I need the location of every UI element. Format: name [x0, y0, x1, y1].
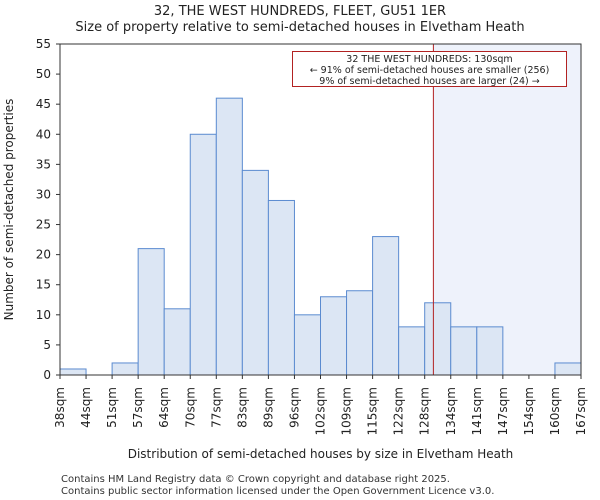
x-tick-label: 38sqm	[53, 387, 67, 428]
y-axis-label: Number of semi-detached properties	[2, 99, 16, 321]
larger-region-shade	[433, 44, 581, 375]
y-tick-label: 10	[36, 308, 51, 322]
x-tick-label: 102sqm	[314, 387, 328, 435]
x-tick-label: 83sqm	[235, 387, 249, 428]
y-tick-label: 0	[43, 368, 51, 382]
x-tick-label: 77sqm	[209, 387, 223, 428]
y-tick-label: 55	[36, 37, 51, 51]
annotation-line-3: 9% of semi-detached houses are larger (2…	[319, 76, 540, 87]
histogram-bar	[189, 133, 217, 376]
x-tick-label: 141sqm	[470, 387, 484, 435]
x-tick-label: 128sqm	[418, 387, 432, 435]
histogram-bar	[554, 362, 582, 376]
property-annotation: 32 THE WEST HUNDREDS: 130sqm ← 91% of se…	[292, 51, 567, 87]
annotation-line-1: 32 THE WEST HUNDREDS: 130sqm	[346, 54, 513, 65]
histogram-bar	[241, 169, 269, 376]
y-tick-label: 45	[36, 97, 51, 111]
y-tick-label: 20	[36, 248, 51, 262]
x-tick-label: 122sqm	[392, 387, 406, 435]
y-tick-label: 30	[36, 187, 51, 201]
x-tick-label: 160sqm	[548, 387, 562, 435]
histogram-bar	[346, 290, 374, 376]
y-tick-label: 50	[36, 67, 51, 81]
y-tick-label: 40	[36, 127, 51, 141]
x-tick-label: 96sqm	[287, 387, 301, 428]
y-tick-label: 25	[36, 218, 51, 232]
histogram-bar	[372, 236, 400, 376]
annotation-line-2: ← 91% of semi-detached houses are smalle…	[309, 65, 550, 76]
x-tick-label: 57sqm	[131, 387, 145, 428]
histogram-bar	[320, 296, 348, 376]
x-tick-label: 51sqm	[105, 387, 119, 428]
x-axis-label: Distribution of semi-detached houses by …	[128, 447, 514, 461]
x-tick-label: 70sqm	[183, 387, 197, 428]
x-tick-label: 44sqm	[79, 387, 93, 428]
x-tick-label: 109sqm	[340, 387, 354, 435]
x-tick-label: 147sqm	[496, 387, 510, 435]
chart-subtitle: Size of property relative to semi-detach…	[75, 20, 525, 35]
histogram-bar	[398, 326, 426, 376]
chart-title: 32, THE WEST HUNDREDS, FLEET, GU51 1ER	[153, 4, 447, 19]
y-tick-label: 5	[43, 338, 51, 352]
histogram-bar	[163, 308, 191, 376]
histogram-chart: 0 5 10 15 20 25 30 35 40 45 50 55 38sqm 44sqm 51sqm 57s…	[2, 37, 588, 461]
histogram-bar	[267, 199, 295, 376]
y-tick-label: 15	[36, 278, 51, 292]
x-tick-label: 64sqm	[157, 387, 171, 428]
histogram-bar	[215, 97, 243, 376]
x-tick-label: 115sqm	[366, 387, 380, 435]
x-tick-label: 167sqm	[574, 387, 588, 435]
histogram-bar	[450, 326, 478, 376]
histogram-bar	[293, 314, 322, 376]
histogram-bar	[476, 326, 504, 376]
footer-line-1: Contains HM Land Registry data © Crown c…	[61, 474, 450, 485]
footer-line-2: Contains public sector information licen…	[61, 486, 495, 497]
x-tick-label: 89sqm	[261, 387, 275, 428]
histogram-bar	[111, 362, 139, 376]
histogram-bar	[59, 368, 87, 376]
x-tick-label: 154sqm	[522, 387, 536, 435]
x-tick-label: 134sqm	[444, 387, 458, 435]
histogram-bar	[424, 302, 452, 376]
histogram-bar	[137, 248, 165, 376]
y-tick-label: 35	[36, 157, 51, 171]
